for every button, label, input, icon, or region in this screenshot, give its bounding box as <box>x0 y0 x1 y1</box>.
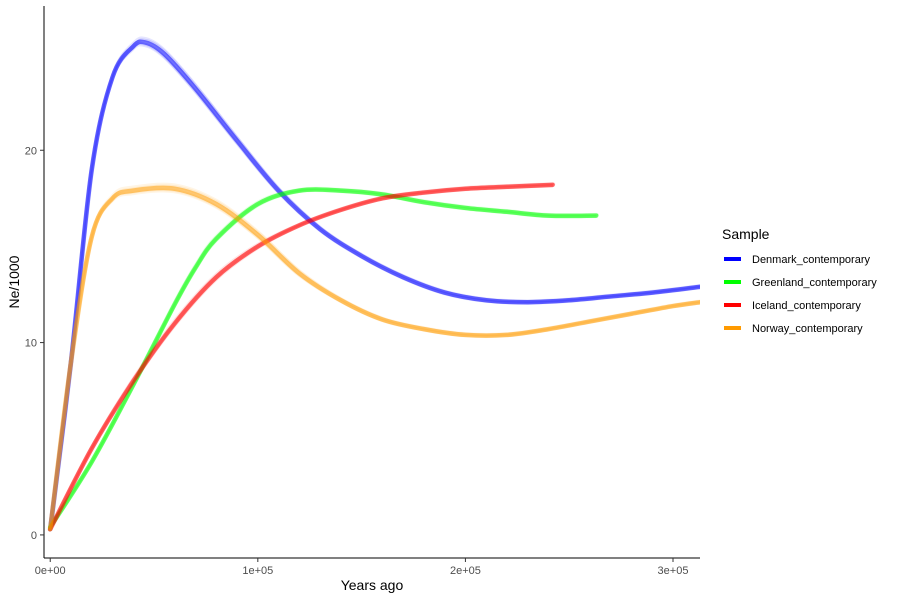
series-Norway_contemporary <box>47 182 700 532</box>
x-tick-label: 1e+05 <box>242 565 273 577</box>
series-line-replicate <box>49 182 555 530</box>
series-Greenland_contemporary <box>47 186 599 530</box>
legend: Sample Denmark_contemporary Greenland_con… <box>722 226 877 335</box>
x-tick-label: 3e+05 <box>658 565 689 577</box>
series-line <box>47 187 599 530</box>
x-tick-label: 0e+00 <box>35 565 66 577</box>
ticks: 0e+00 1e+05 2e+05 3e+05 0 10 20 <box>25 145 689 577</box>
x-tick-label: 2e+05 <box>450 565 481 577</box>
series-line-replicate <box>47 41 700 532</box>
series-line <box>47 185 700 532</box>
legend-item: Denmark_contemporary <box>724 254 870 266</box>
series-line-replicate <box>49 186 599 528</box>
y-tick-label: 10 <box>25 338 37 350</box>
legend-title: Sample <box>722 226 770 242</box>
series-line <box>47 39 700 532</box>
series-Denmark_contemporary <box>47 36 700 532</box>
series-line-replicate <box>48 188 598 530</box>
series-line-replicate <box>49 38 700 531</box>
series-line-replicate <box>49 187 599 529</box>
series-line <box>47 182 555 532</box>
series-Iceland_contemporary <box>47 182 556 532</box>
y-tick-label: 0 <box>31 530 37 542</box>
series-line-replicate <box>49 182 556 531</box>
y-axis-title: Ne/1000 <box>6 255 22 308</box>
x-axis-title: Years ago <box>341 577 404 593</box>
series-line-replicate <box>47 188 597 530</box>
series-line-replicate <box>47 183 554 532</box>
legend-items: Denmark_contemporary Greenland_contempora… <box>724 254 877 335</box>
axes <box>43 6 700 559</box>
legend-label: Norway_contemporary <box>752 323 863 335</box>
plot-area <box>47 36 700 532</box>
series-line-replicate <box>49 36 700 530</box>
legend-item: Norway_contemporary <box>724 323 863 335</box>
series-line-replicate <box>48 184 554 532</box>
y-tick-label: 20 <box>25 145 37 157</box>
legend-item: Iceland_contemporary <box>724 300 861 312</box>
legend-label: Iceland_contemporary <box>752 300 861 312</box>
series-line-replicate <box>48 43 700 532</box>
legend-label: Greenland_contemporary <box>752 277 877 289</box>
legend-label: Denmark_contemporary <box>752 254 870 266</box>
legend-item: Greenland_contemporary <box>724 277 877 289</box>
